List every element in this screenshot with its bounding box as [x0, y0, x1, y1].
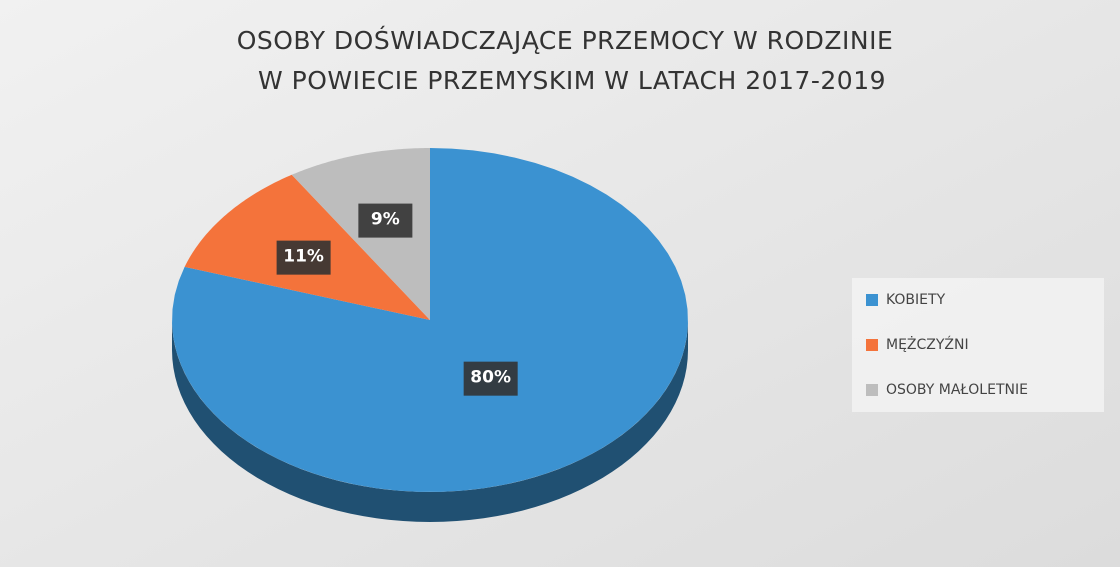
value-label-box: [358, 203, 413, 238]
legend-swatch: [866, 339, 878, 351]
legend-swatch: [866, 384, 878, 396]
legend-box: [852, 278, 1104, 412]
legend-label: KOBIETY: [886, 292, 946, 308]
chart-title: W POWIECIE PRZEMYSKIM W LATACH 2017-2019: [258, 66, 886, 95]
pie-side: [172, 320, 688, 522]
legend-label: OSOBY MAŁOLETNIE: [886, 382, 1028, 398]
value-label-box: [463, 361, 518, 396]
value-label: 9%: [371, 210, 400, 230]
legend-label: MĘŻCZYŹNI: [886, 335, 969, 353]
legend-swatch: [866, 294, 878, 306]
value-label-box: [276, 240, 331, 275]
value-label: 11%: [283, 247, 324, 267]
value-label: 80%: [470, 368, 511, 388]
chart-title: OSOBY DOŚWIADCZAJĄCE PRZEMOCY W RODZINIE: [237, 25, 894, 55]
